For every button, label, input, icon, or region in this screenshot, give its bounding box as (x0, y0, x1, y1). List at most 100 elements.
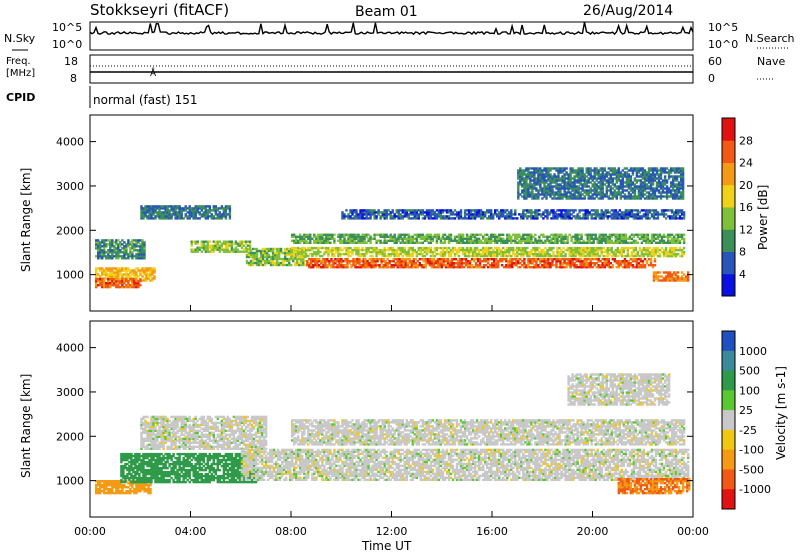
heatmap-cell (273, 253, 277, 257)
heatmap-cell (405, 241, 408, 244)
heatmap-cell (299, 254, 302, 258)
heatmap-cell (101, 278, 104, 281)
heatmap-cell (105, 267, 108, 270)
heatmap-cell (515, 264, 518, 267)
heatmap-cell (206, 240, 209, 243)
heatmap-cell (172, 209, 175, 212)
heatmap-cell (127, 284, 130, 287)
heatmap-cell (151, 267, 154, 270)
heatmap-cell (403, 209, 406, 212)
freq-panel (89, 54, 694, 84)
heatmap-cell (450, 264, 454, 267)
heatmap-cell (572, 246, 575, 250)
heatmap-cell (372, 262, 375, 265)
heatmap-cell (375, 211, 378, 214)
heatmap-cell (190, 244, 193, 247)
heatmap-cell (149, 271, 152, 274)
heatmap-cell (501, 264, 504, 267)
heatmap-cell (172, 211, 175, 214)
heatmap-cell (298, 263, 301, 267)
heatmap-cell (603, 260, 606, 263)
heatmap-cell (125, 273, 128, 276)
heatmap-cell (658, 254, 662, 258)
heatmap-cell (392, 260, 395, 263)
heatmap-cell (532, 241, 535, 244)
heatmap-cell (570, 254, 573, 258)
heatmap-cell (352, 262, 355, 265)
heatmap-cell (294, 257, 297, 261)
heatmap-cell (123, 245, 126, 248)
heatmap-cell (672, 237, 676, 240)
heatmap-cell (475, 248, 479, 252)
heatmap-cell (662, 233, 666, 236)
heatmap-cell (123, 278, 126, 281)
heatmap-cell (541, 266, 544, 269)
heatmap-cell (595, 266, 598, 269)
heatmap-cell (660, 237, 664, 240)
heatmap-cell (636, 250, 640, 254)
heatmap-cell (606, 237, 609, 240)
heatmap-cell (625, 264, 629, 267)
heatmap-cell (521, 264, 524, 267)
heatmap-cell (117, 247, 120, 250)
heatmap-cell (551, 260, 554, 263)
heatmap-cell (440, 262, 444, 265)
heatmap-cell (438, 260, 442, 263)
heatmap-cell (261, 249, 265, 253)
heatmap-cell (589, 260, 592, 263)
heatmap-cell (636, 254, 640, 258)
heatmap-cell (326, 266, 329, 269)
heatmap-cell (450, 258, 454, 261)
heatmap-cell (584, 250, 587, 254)
heatmap-cell (383, 211, 386, 214)
heatmap-cell (439, 239, 443, 242)
heatmap-cell (623, 258, 627, 261)
heatmap-cell (483, 264, 486, 267)
heatmap-cell (580, 246, 583, 250)
heatmap-cell (131, 243, 134, 246)
heatmap-cell (540, 239, 543, 242)
heatmap-cell (269, 247, 273, 251)
heatmap-cell (443, 209, 447, 212)
heatmap-cell (101, 241, 104, 244)
heatmap-cell (522, 209, 525, 212)
heatmap-cell (329, 237, 332, 240)
heatmap-cell (427, 241, 431, 244)
heatmap-cell (363, 217, 366, 220)
heatmap-cell (455, 241, 459, 244)
heatmap-cell (441, 246, 445, 250)
heatmap-cell (471, 250, 475, 254)
heatmap-cell (369, 209, 372, 212)
heatmap-cell (446, 266, 450, 269)
heatmap-cell (463, 213, 467, 216)
heatmap-cell (317, 250, 320, 254)
heatmap-cell (247, 261, 251, 265)
heatmap-cell (164, 209, 167, 212)
heatmap-cell (399, 248, 402, 252)
heatmap-cell (522, 235, 525, 238)
heatmap-cell (523, 260, 526, 263)
heatmap-cell (520, 250, 523, 254)
heatmap-cell (504, 239, 507, 242)
heatmap-cell (399, 215, 402, 218)
heatmap-cell (387, 239, 390, 242)
heatmap-cell (586, 248, 589, 252)
heatmap-cell (176, 213, 179, 216)
heatmap-cell (514, 239, 517, 242)
heatmap-cell (342, 264, 345, 267)
heatmap-cell (516, 250, 519, 254)
heatmap-cell (475, 233, 479, 236)
heatmap-cell (507, 264, 510, 267)
heatmap-cell (618, 252, 621, 256)
heatmap-cell (297, 254, 300, 258)
heatmap-cell (170, 207, 173, 210)
heatmap-cell (586, 235, 589, 238)
heatmap-cell (265, 255, 269, 259)
heatmap-cell (248, 242, 252, 245)
heatmap-cell (666, 235, 670, 238)
heatmap-cell (222, 209, 226, 212)
heatmap-cell (148, 213, 151, 216)
heatmap-cell (257, 257, 261, 261)
heatmap-cell (668, 248, 672, 252)
